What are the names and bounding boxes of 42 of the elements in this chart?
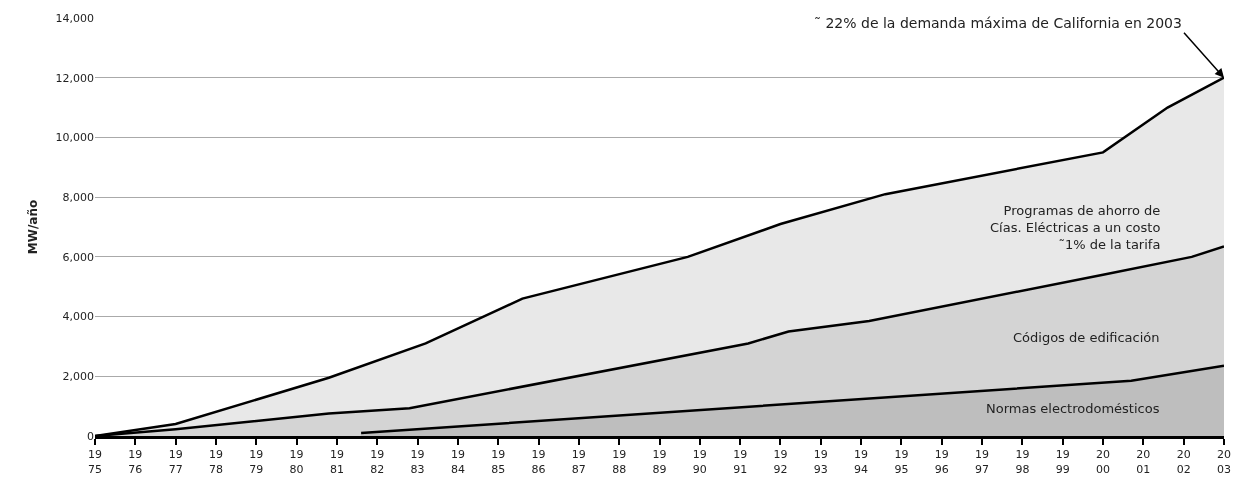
x-tick-label: 19 91 xyxy=(733,448,748,476)
x-tick-label: 19 95 xyxy=(894,448,909,476)
y-tick-label: 6,000 xyxy=(62,250,94,264)
x-tick-label: 19 80 xyxy=(289,448,304,476)
annotation: Códigos de edificación xyxy=(1013,330,1160,345)
y-tick-label: 14,000 xyxy=(55,11,94,25)
y-tick-label: 8,000 xyxy=(62,190,94,204)
y-axis-title: MW/año xyxy=(25,199,40,255)
y-tick-label: 4,000 xyxy=(62,310,94,324)
y-tick-label: 0 xyxy=(87,429,94,443)
x-tick-label: 20 00 xyxy=(1096,448,1111,476)
x-tick-label: 19 87 xyxy=(571,448,586,476)
x-tick-label: 19 78 xyxy=(208,448,223,476)
annotation: ˜ 22% de la demanda máxima de California en 2003 xyxy=(814,15,1182,31)
x-tick-label: 19 81 xyxy=(329,448,344,476)
x-tick-label: 19 93 xyxy=(813,448,828,476)
y-tick-label: 10,000 xyxy=(55,131,94,145)
x-tick-label: 19 86 xyxy=(531,448,546,476)
x-tick-label: 20 03 xyxy=(1217,448,1231,476)
annotation: Normas electrodomésticos xyxy=(986,401,1160,416)
x-tick-label: 19 84 xyxy=(450,448,465,476)
annotation: Programas de ahorro de Cías. Eléctricas a un costo ˜1% de la tarifa xyxy=(990,203,1161,252)
x-tick-label: 20 01 xyxy=(1136,448,1151,476)
x-tick-label: 19 89 xyxy=(652,448,667,476)
x-tick-label: 19 98 xyxy=(1015,448,1030,476)
x-tick-label: 19 82 xyxy=(370,448,385,476)
x-tick-label: 19 99 xyxy=(1055,448,1070,476)
x-tick-label: 20 02 xyxy=(1176,448,1191,476)
y-tick-label: 2,000 xyxy=(62,370,94,384)
x-tick-label: 19 76 xyxy=(128,448,143,476)
x-tick-label: 19 92 xyxy=(773,448,788,476)
x-tick-label: 19 85 xyxy=(491,448,506,476)
x-tick-label: 19 75 xyxy=(88,448,102,476)
x-tick-label: 19 88 xyxy=(612,448,627,476)
x-tick-label: 19 97 xyxy=(975,448,990,476)
y-tick-label: 12,000 xyxy=(55,71,94,85)
x-tick-label: 19 90 xyxy=(692,448,707,476)
x-tick-label: 19 83 xyxy=(410,448,425,476)
x-tick-label: 19 94 xyxy=(854,448,869,476)
x-tick-label: 19 77 xyxy=(168,448,183,476)
x-tick-label: 19 96 xyxy=(934,448,949,476)
x-tick-label: 19 79 xyxy=(249,448,264,476)
